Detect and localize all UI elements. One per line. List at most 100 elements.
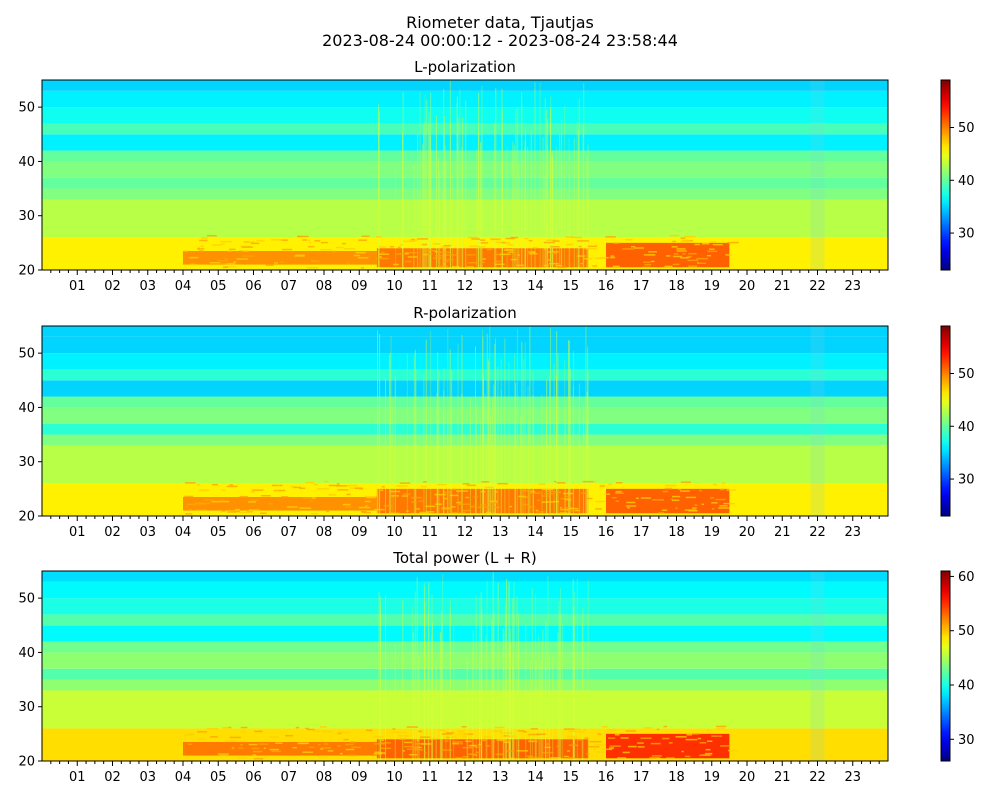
heatmap-speckle (446, 254, 458, 256)
heatmap-speckle (364, 500, 371, 503)
heatmap-speckle (346, 493, 351, 496)
heatmap-speckle (595, 500, 606, 503)
heatmap-speckle (508, 757, 515, 759)
heatmap-streak (534, 82, 536, 270)
heatmap-speckle (197, 738, 206, 740)
heatmap-speckle (687, 255, 692, 258)
heatmap-streak (478, 657, 480, 761)
heatmap-speckle (529, 739, 532, 742)
heatmap-streak (492, 397, 494, 516)
heatmap-speckle (248, 743, 258, 746)
heatmap-speckle (308, 746, 315, 749)
heatmap-speckle (680, 481, 691, 483)
heatmap-speckle (565, 236, 574, 238)
heatmap-streak (578, 99, 580, 270)
heatmap-streak (569, 155, 571, 270)
heatmap-streak (428, 123, 430, 270)
heatmap-streak (442, 574, 444, 761)
heatmap-streak (524, 139, 526, 270)
heatmap-streak (379, 596, 381, 761)
heatmap-speckle (281, 239, 288, 241)
heatmap-speckle (366, 496, 376, 499)
heatmap-streak (378, 110, 380, 270)
x-tick-label: 11 (421, 770, 438, 785)
heatmap-streak (378, 104, 380, 270)
heatmap-streak (402, 91, 404, 270)
heatmap-streak (523, 358, 525, 516)
heatmap-speckle (322, 730, 332, 733)
colorbar-tick-label: 50 (958, 367, 975, 382)
heatmap-streak (436, 392, 438, 516)
heatmap-band (42, 161, 888, 178)
heatmap-speckle (451, 265, 460, 268)
heatmap-speckle (467, 261, 480, 264)
heatmap-speckle (485, 745, 491, 747)
heatmap-speckle (420, 485, 427, 488)
heatmap-speckle (671, 246, 678, 248)
heatmap-speckle (560, 497, 571, 500)
heatmap-speckle (692, 733, 700, 735)
heatmap-streak (388, 355, 390, 516)
heatmap-streak (527, 146, 529, 270)
heatmap-streak (544, 98, 546, 270)
heatmap-speckle (506, 750, 514, 752)
heatmap-speckle (353, 254, 360, 257)
heatmap-speckle (416, 508, 420, 510)
heatmap-speckle (404, 745, 415, 748)
x-tick-label: 21 (774, 770, 791, 785)
heatmap-streak (394, 644, 396, 761)
heatmap-speckle (605, 236, 616, 238)
heatmap-speckle (592, 265, 598, 267)
heatmap-streak (441, 610, 443, 761)
heatmap-speckle (471, 238, 481, 240)
heatmap-streak (478, 92, 480, 270)
heatmap-streak (439, 631, 441, 761)
heatmap-speckle (351, 746, 361, 749)
heatmap-streak (528, 420, 530, 516)
heatmap-speckle (613, 241, 620, 244)
heatmap-streak (416, 576, 418, 761)
heatmap-speckle (497, 482, 508, 485)
heatmap-speckle (306, 267, 319, 269)
heatmap-speckle (275, 489, 279, 492)
heatmap-speckle (494, 263, 505, 266)
heatmap-enhancement (606, 488, 730, 514)
heatmap-speckle (711, 502, 718, 504)
heatmap-speckle (528, 506, 535, 508)
panel-title: R-polarization (413, 304, 516, 322)
heatmap-speckle (676, 250, 687, 252)
heatmap-streak (504, 604, 506, 761)
heatmap-streak (432, 622, 434, 761)
heatmap-streak (545, 620, 547, 761)
heatmap-speckle (311, 497, 316, 499)
heatmap-band (42, 107, 888, 124)
heatmap-speckle (393, 263, 399, 266)
x-tick-label: 19 (703, 770, 720, 785)
heatmap-speckle (339, 752, 343, 755)
x-tick-label: 01 (69, 525, 86, 540)
heatmap-speckle (218, 500, 230, 503)
heatmap-streak (556, 331, 558, 516)
heatmap-speckle (203, 499, 215, 501)
heatmap-band (42, 396, 888, 408)
heatmap-streak (414, 349, 416, 516)
y-tick-label: 50 (18, 101, 35, 116)
x-tick-label: 08 (316, 770, 333, 785)
heatmap-speckle (271, 239, 283, 241)
heatmap-streak (516, 328, 518, 516)
heatmap-band (42, 407, 888, 424)
heatmap-streak (561, 119, 563, 270)
heatmap-speckle (399, 731, 407, 734)
heatmap-speckle (496, 739, 506, 741)
x-tick-label: 16 (598, 770, 615, 785)
colorbar-gradient (940, 79, 951, 271)
heatmap-streak (428, 112, 430, 270)
heatmap-streak (531, 587, 533, 761)
heatmap-streak (472, 630, 474, 761)
heatmap-speckle (614, 733, 620, 736)
heatmap-streak (479, 420, 481, 516)
heatmap-band (42, 326, 888, 337)
heatmap-speckle (688, 252, 697, 255)
heatmap-speckle (423, 481, 427, 483)
heatmap-speckle (250, 242, 260, 245)
